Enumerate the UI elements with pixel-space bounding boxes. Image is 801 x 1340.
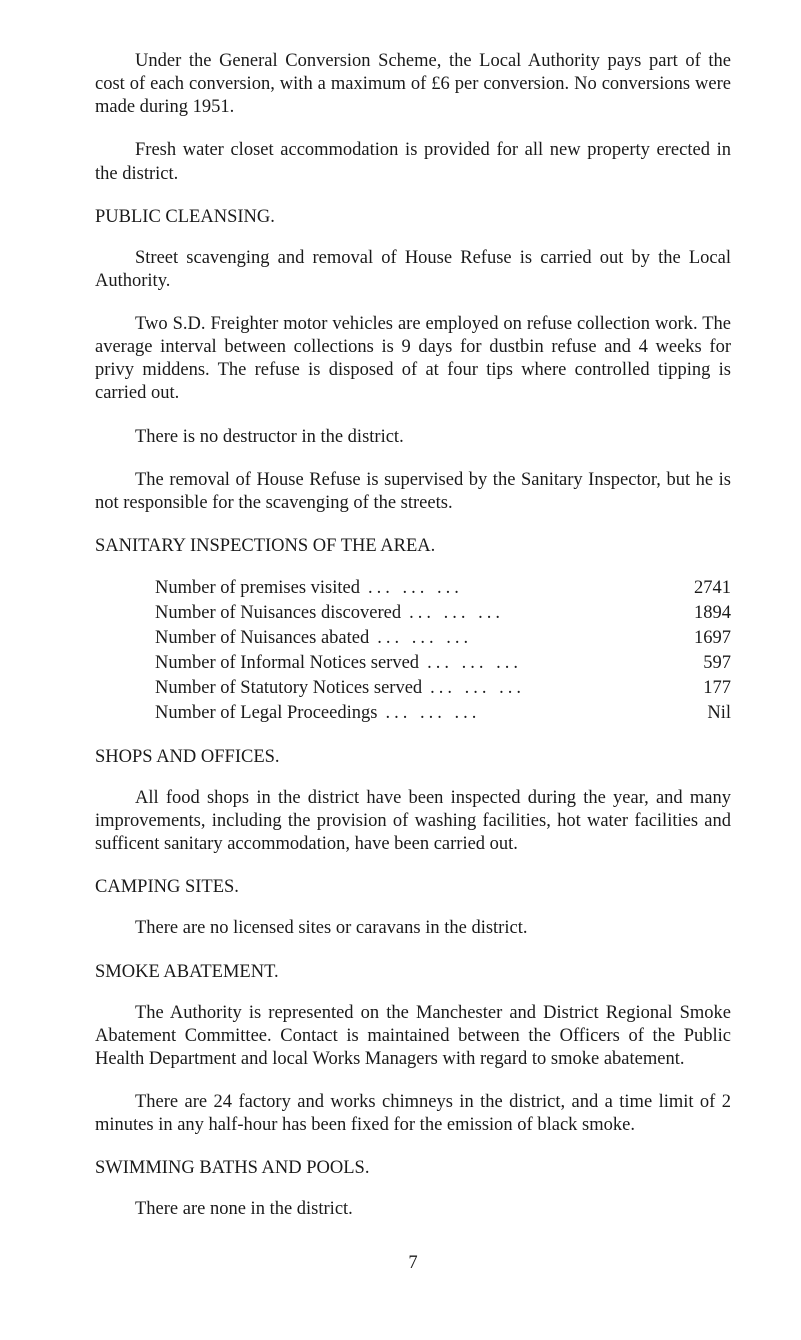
table-value: 2741 bbox=[676, 576, 731, 601]
table-row: Number of Statutory Notices served ... .… bbox=[155, 676, 731, 701]
paragraph-shops: All food shops in the district have been… bbox=[95, 787, 731, 856]
heading-sanitary: SANITARY INSPECTIONS OF THE AREA. bbox=[95, 535, 731, 558]
heading-swimming: SWIMMING BATHS AND POOLS. bbox=[95, 1157, 731, 1180]
table-row: Number of Nuisances abated ... ... ... 1… bbox=[155, 626, 731, 651]
table-dots: ... ... ... bbox=[419, 651, 676, 676]
heading-camping: CAMPING SITES. bbox=[95, 876, 731, 899]
table-value: 597 bbox=[676, 651, 731, 676]
paragraph-camping: There are no licensed sites or caravans … bbox=[95, 917, 731, 940]
table-row: Number of Nuisances discovered ... ... .… bbox=[155, 601, 731, 626]
table-row: Number of Legal Proceedings ... ... ... … bbox=[155, 701, 731, 726]
table-value: 1894 bbox=[676, 601, 731, 626]
heading-smoke: SMOKE ABATEMENT. bbox=[95, 961, 731, 984]
table-label: Number of Nuisances discovered bbox=[155, 601, 401, 626]
inspections-table: Number of premises visited ... ... ... 2… bbox=[155, 576, 731, 726]
paragraph-street: Street scavenging and removal of House R… bbox=[95, 247, 731, 293]
table-value: 177 bbox=[676, 676, 731, 701]
paragraph-conversion: Under the General Conversion Scheme, the… bbox=[95, 50, 731, 119]
paragraph-swimming: There are none in the district. bbox=[95, 1198, 731, 1221]
document-page: Under the General Conversion Scheme, the… bbox=[0, 0, 801, 1340]
table-label: Number of premises visited bbox=[155, 576, 360, 601]
paragraph-removal: The removal of House Refuse is supervise… bbox=[95, 469, 731, 515]
table-label: Number of Nuisances abated bbox=[155, 626, 369, 651]
table-row: Number of Informal Notices served ... ..… bbox=[155, 651, 731, 676]
paragraph-smoke-2: There are 24 factory and works chimneys … bbox=[95, 1091, 731, 1137]
paragraph-freighter: Two S.D. Freighter motor vehicles are em… bbox=[95, 313, 731, 406]
table-value: Nil bbox=[676, 701, 731, 726]
paragraph-destructor: There is no destructor in the district. bbox=[95, 426, 731, 449]
table-label: Number of Informal Notices served bbox=[155, 651, 419, 676]
table-row: Number of premises visited ... ... ... 2… bbox=[155, 576, 731, 601]
table-dots: ... ... ... bbox=[369, 626, 676, 651]
table-dots: ... ... ... bbox=[422, 676, 676, 701]
paragraph-smoke-1: The Authority is represented on the Manc… bbox=[95, 1002, 731, 1071]
heading-shops: SHOPS AND OFFICES. bbox=[95, 746, 731, 769]
table-label: Number of Statutory Notices served bbox=[155, 676, 422, 701]
table-dots: ... ... ... bbox=[360, 576, 676, 601]
table-label: Number of Legal Proceedings bbox=[155, 701, 377, 726]
table-dots: ... ... ... bbox=[377, 701, 676, 726]
paragraph-freshwater: Fresh water closet accommodation is prov… bbox=[95, 139, 731, 185]
page-number: 7 bbox=[95, 1252, 731, 1275]
heading-public-cleansing: PUBLIC CLEANSING. bbox=[95, 206, 731, 229]
table-dots: ... ... ... bbox=[401, 601, 676, 626]
table-value: 1697 bbox=[676, 626, 731, 651]
